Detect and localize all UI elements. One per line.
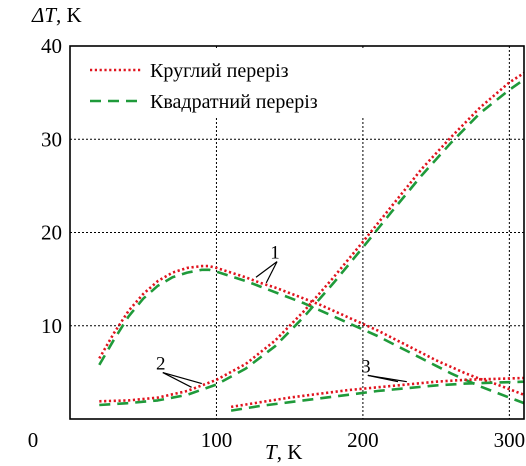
x-tick-label-0: 0 [28,428,39,452]
curve-label-1-leader-1 [265,261,278,284]
y-tick-label-40: 40 [41,34,62,58]
curve-label-3-leader-1 [367,374,407,383]
curve-annotations: 1 2 3 [156,243,407,388]
series-line-2-round [99,71,525,403]
y-axis-unit: , K [56,3,82,27]
curve-label-3: 3 [361,356,371,377]
y-tick-label-30: 30 [41,127,62,151]
x-axis-unit: , K [277,440,303,464]
y-tick-label-20: 20 [41,221,62,245]
series-line-1-round [98,264,525,397]
y-tick-label-10: 10 [41,314,62,338]
series-line-2-square [99,78,525,407]
curve-label-1-leader-0 [255,261,278,278]
curve-label-2-leader-0 [162,372,192,388]
series-line-3-square [230,380,525,412]
legend-label-round: Круглий переріз [150,60,289,82]
x-tick-label-300: 300 [494,428,526,452]
legend-label-square: Квадратний переріз [150,91,318,113]
x-axis-label: T, K [265,440,302,464]
curve-label-2-leader-1 [162,371,202,385]
x-tick-label-200: 200 [347,428,379,452]
legend: Круглий переріз Квадратний переріз [84,50,376,118]
series-line-1-square [98,268,525,405]
series-line-3-round [230,376,525,409]
x-tick-label-100: 100 [201,428,233,452]
y-axis-symbol: ΔT [31,3,57,27]
curve-label-1: 1 [270,243,280,264]
tick-labels: 0 100 200 300 10 20 30 40 [28,34,525,452]
legend-background [84,50,376,118]
series-lines [98,71,525,412]
curve-label-2: 2 [156,354,166,375]
y-axis-label: ΔT, K [31,3,82,27]
x-axis-symbol: T [265,440,278,464]
plot-frame [69,45,525,420]
